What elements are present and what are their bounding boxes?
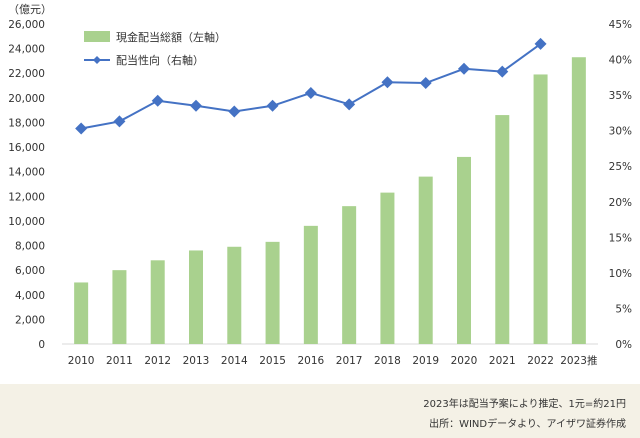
bar-dividend-total [533,74,548,344]
y-right-tick-label: 45% [609,19,632,31]
bar-dividend-total [265,241,280,344]
footnote-source: 出所：WINDデータより、アイザワ証券作成 [429,419,626,430]
y-left-tick-label: 2,000 [15,314,45,326]
y-left-tick-label: 14,000 [8,167,45,179]
dividend-chart: （億元） 0 2,000 4,000 6,000 8,000 10,000 12,000 14,… [8,3,632,367]
point-payout-ratio [534,37,547,50]
point-payout-ratio [343,98,356,111]
y-left-tick-label: 10,000 [8,216,45,228]
x-tick-label: 2017 [336,355,363,367]
footnote-estimate: 2023年は配当予案により推定、1元=約21円 [423,399,626,410]
bar-dividend-total [457,156,471,344]
point-payout-ratio [266,99,279,112]
y-left-tick-label: 20,000 [8,93,45,105]
x-tick-label: 2010 [68,355,95,367]
y-right-tick-label: 35% [609,90,632,102]
point-payout-ratio [381,76,394,89]
point-payout-ratio [190,99,202,112]
y-right-tick-label: 25% [609,161,632,173]
y-left-tick-label: 16,000 [8,142,45,154]
y-right-tick-label: 30% [609,126,632,138]
point-payout-ratio [151,94,164,107]
y-right-tick-label: 40% [609,55,632,67]
y-right-tick-label: 15% [609,232,632,244]
y-left-tick-label: 22,000 [8,68,45,80]
bar-dividend-total [227,246,242,344]
y-left-tick-label: 26,000 [8,19,45,31]
bar-dividend-total [74,282,89,344]
x-tick-label: 2018 [374,355,401,367]
bar-dividend-total [303,225,318,344]
bar-dividend-total [380,192,395,344]
point-payout-ratio [458,62,470,75]
bar-dividend-total [342,206,357,344]
point-payout-ratio [304,86,317,99]
x-tick-label: 2019 [412,355,439,367]
legend-label-line: 配当性向（右軸） [116,53,204,67]
y-left-tick-label: 24,000 [8,44,45,56]
point-payout-ratio [419,77,432,90]
x-tick-label: 2014 [221,355,248,367]
y-left-tick-label: 6,000 [15,265,45,277]
bar-dividend-total [189,250,203,344]
legend-label-bar: 現金配当総額（左軸） [116,30,226,44]
x-tick-label: 2013 [183,355,210,367]
y-right-tick-label: 5% [615,303,632,315]
x-tick-label: 2016 [297,355,324,367]
y-right-tick-label: 10% [609,268,632,280]
x-tick-label: 2011 [106,355,133,367]
y-right-tick-label: 0% [615,339,632,351]
y-left-tick-label: 4,000 [15,290,45,302]
bar-dividend-total [495,115,510,344]
point-payout-ratio [75,122,88,135]
y-left-tick-label: 12,000 [8,191,45,203]
x-tick-label: 2023推 [560,354,597,367]
point-payout-ratio [228,105,241,118]
bar-dividend-total [571,57,586,344]
point-payout-ratio [113,115,126,128]
x-tick-label: 2021 [489,355,516,367]
y-right-tick-label: 20% [609,197,632,209]
x-tick-label: 2020 [451,355,478,367]
point-payout-ratio [496,65,509,78]
legend-swatch-marker [93,56,101,64]
y-axis-unit-label: （億元） [8,3,52,16]
x-tick-label: 2022 [527,355,554,367]
bar-dividend-total [150,260,165,344]
y-left-tick-label: 18,000 [8,117,45,129]
footer-notes: 2023年は配当予案により推定、1元=約21円 出所：WINDデータより、アイザ… [0,384,640,438]
y-left-tick-label: 0 [38,339,45,351]
y-left-tick-label: 8,000 [15,241,45,253]
bar-dividend-total [112,270,127,344]
legend-swatch-bar [84,31,110,42]
x-tick-label: 2015 [259,355,286,367]
x-tick-label: 2012 [144,355,171,367]
bar-dividend-total [418,176,433,344]
